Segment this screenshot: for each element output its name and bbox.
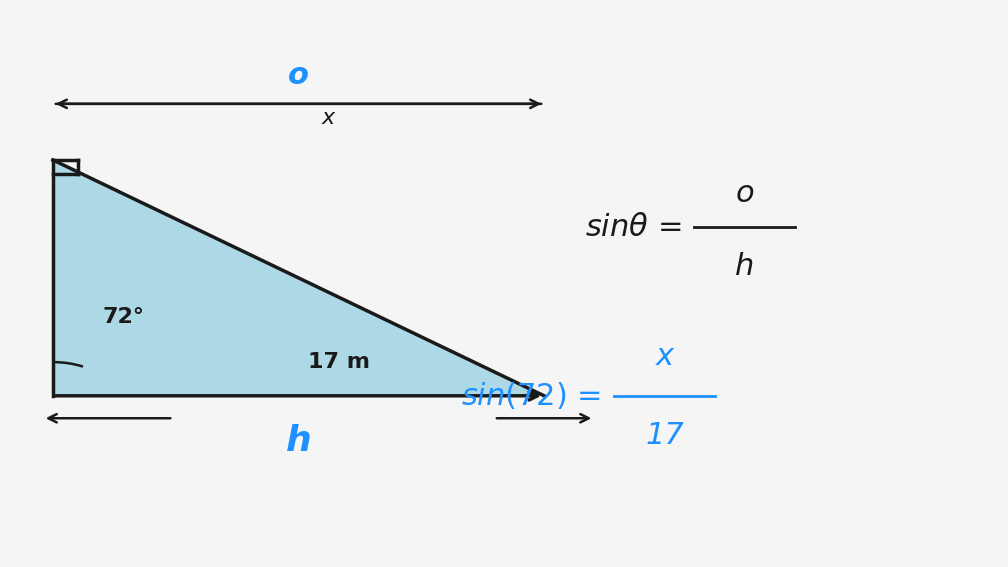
Text: x: x [322, 108, 335, 128]
Text: o: o [288, 61, 309, 90]
Text: 72°: 72° [102, 307, 144, 327]
Text: x: x [655, 342, 673, 371]
Text: 17: 17 [645, 421, 683, 450]
Polygon shape [52, 160, 544, 396]
Text: o: o [735, 179, 754, 208]
Text: h: h [735, 252, 754, 281]
Text: $sin\theta$ =: $sin\theta$ = [585, 213, 684, 242]
Text: $sin(72)$ =: $sin(72)$ = [461, 380, 604, 411]
Text: 17 m: 17 m [307, 352, 370, 372]
Text: h: h [285, 424, 311, 458]
